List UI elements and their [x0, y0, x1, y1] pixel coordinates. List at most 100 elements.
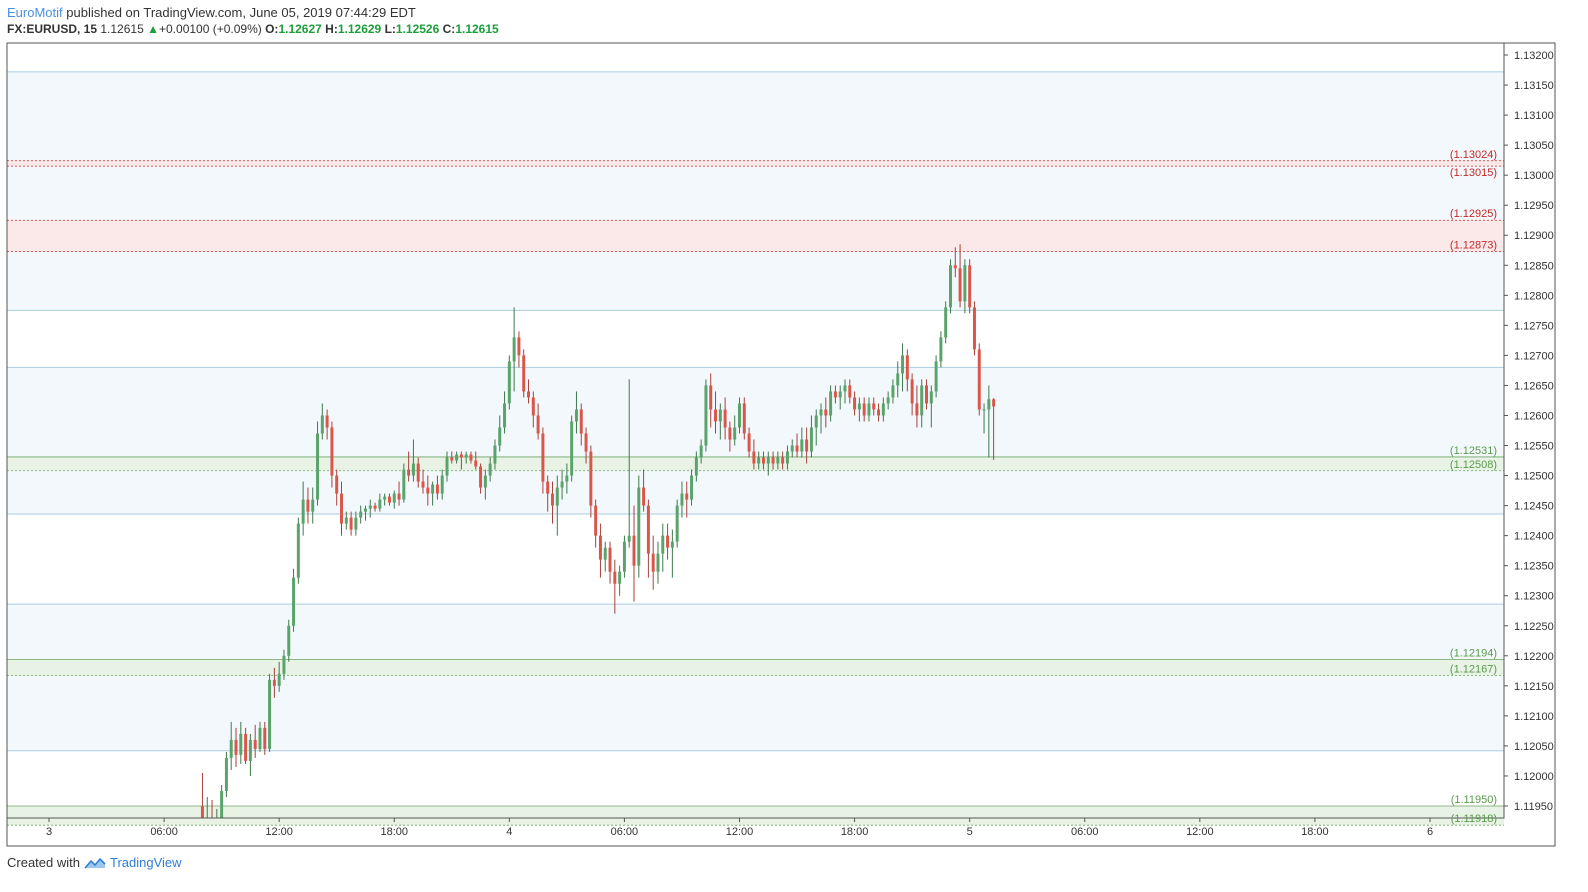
- y-tick-label: 1.12000: [1514, 771, 1554, 783]
- candle-body: [378, 499, 382, 509]
- x-tick-label: 18:00: [841, 826, 869, 838]
- candle-body: [718, 409, 722, 422]
- time-axis[interactable]: 3 06:00 12:00 18:00 4 06:00 12:00 18:00 5 06:00 12…: [46, 818, 1433, 838]
- zone-top-label: (1.12925): [1450, 208, 1497, 220]
- candle-body: [723, 409, 727, 428]
- candle: [761, 451, 765, 470]
- candle: [618, 565, 622, 596]
- candle-body: [690, 475, 694, 500]
- candle: [527, 379, 531, 404]
- candle-body: [637, 487, 641, 566]
- candle-body: [416, 463, 420, 482]
- candle: [211, 799, 213, 818]
- candle: [752, 439, 756, 470]
- candle-body: [963, 265, 967, 302]
- candle: [742, 397, 746, 440]
- candle-body: [248, 739, 252, 761]
- candle-body: [776, 457, 780, 464]
- blue-band: [7, 367, 1504, 515]
- candle-body: [363, 508, 367, 512]
- candle: [354, 511, 358, 536]
- candle-body: [757, 457, 761, 464]
- author-link[interactable]: EuroMotif: [7, 5, 63, 20]
- candle-body: [320, 415, 324, 434]
- candle-body: [512, 337, 516, 362]
- candle-body: [411, 463, 415, 476]
- candle: [901, 343, 905, 392]
- candle-body: [253, 739, 257, 749]
- candle: [747, 427, 751, 458]
- candle: [216, 808, 218, 818]
- candle: [239, 721, 243, 764]
- blue-band: [7, 71, 1504, 311]
- candle-body: [891, 385, 895, 398]
- candle-body: [987, 399, 991, 410]
- candle-body: [968, 265, 972, 308]
- high-value: 1.12629: [337, 22, 382, 36]
- y-tick-label: 1.13000: [1514, 170, 1554, 182]
- candle-body: [948, 265, 952, 308]
- candle-body: [781, 457, 785, 464]
- y-tick-label: 1.12550: [1514, 441, 1554, 453]
- candle-body: [392, 493, 396, 503]
- candle-body: [685, 493, 689, 500]
- candle: [253, 724, 257, 758]
- candle: [872, 397, 876, 416]
- price-axis[interactable]: 1.13200 1.13150 1.13100 1.13050 1.13000 1.129…: [1504, 50, 1554, 813]
- candle: [598, 523, 602, 578]
- y-tick-label: 1.13050: [1514, 140, 1554, 152]
- candle: [507, 355, 511, 410]
- candle-body: [268, 679, 272, 749]
- candle-body: [872, 403, 876, 410]
- red-zone: [7, 220, 1504, 252]
- candle: [517, 331, 521, 368]
- candle-body: [493, 445, 497, 464]
- candle-body: [771, 457, 775, 464]
- candle-body: [886, 397, 890, 404]
- y-tick-label: 1.13100: [1514, 110, 1554, 122]
- candle: [934, 355, 938, 398]
- candle: [905, 349, 909, 392]
- candle: [292, 568, 296, 632]
- low-value: 1.12526: [395, 22, 440, 36]
- y-tick-label: 1.12750: [1514, 320, 1554, 332]
- tradingview-brand[interactable]: TradingView: [109, 855, 182, 870]
- candle: [455, 451, 459, 464]
- candle-body: [531, 397, 535, 416]
- candle: [282, 649, 286, 680]
- candle: [944, 301, 948, 344]
- candle: [723, 397, 727, 440]
- candle-body: [661, 535, 665, 554]
- candle: [627, 379, 631, 548]
- candle-body: [272, 679, 276, 686]
- candle-body: [277, 673, 281, 686]
- candle-body: [551, 493, 554, 506]
- candle: [982, 403, 986, 434]
- candle-body: [435, 484, 439, 494]
- candle: [522, 349, 526, 398]
- candle: [421, 469, 425, 494]
- candle-body: [958, 268, 962, 302]
- candle-body: [450, 457, 454, 461]
- candle-body: [939, 337, 943, 362]
- candle-body: [479, 466, 483, 488]
- candle-body: [881, 403, 885, 416]
- candle-body: [570, 421, 574, 476]
- y-tick-label: 1.12600: [1514, 410, 1554, 422]
- close-label: C:: [442, 22, 456, 36]
- candle-body: [733, 427, 737, 440]
- green-zone: [7, 805, 1504, 826]
- candle-body: [445, 457, 449, 476]
- candle: [603, 541, 607, 572]
- candle-body: [546, 481, 550, 494]
- candle-body: [517, 337, 521, 356]
- open-value: 1.12627: [278, 22, 322, 36]
- candle: [829, 385, 833, 422]
- candle-body: [714, 409, 718, 422]
- candle-body: [263, 727, 267, 749]
- candle-body: [287, 625, 291, 656]
- candle: [709, 373, 713, 428]
- tradingview-logo-icon[interactable]: [84, 856, 106, 870]
- candle-body: [800, 439, 804, 452]
